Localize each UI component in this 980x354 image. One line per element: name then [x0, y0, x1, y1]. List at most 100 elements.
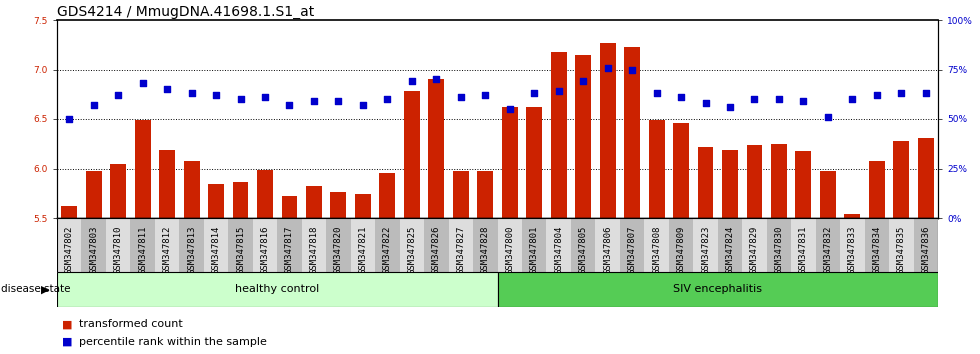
Bar — [840, 218, 864, 272]
Bar — [575, 55, 591, 218]
Point — [135, 80, 151, 86]
Text: GSM347828: GSM347828 — [481, 226, 490, 274]
Point — [796, 98, 811, 104]
Text: GSM347821: GSM347821 — [359, 226, 368, 274]
Text: GSM347805: GSM347805 — [578, 226, 588, 274]
Text: GSM347833: GSM347833 — [848, 226, 857, 274]
Bar — [179, 218, 204, 272]
Text: healthy control: healthy control — [235, 285, 319, 295]
Bar — [845, 214, 860, 218]
Bar — [351, 218, 375, 272]
Bar — [644, 218, 668, 272]
Text: GSM347827: GSM347827 — [457, 226, 465, 274]
Bar — [183, 161, 200, 218]
Bar — [449, 218, 473, 272]
Point — [379, 96, 395, 102]
Point — [477, 92, 493, 98]
Text: GSM347836: GSM347836 — [921, 226, 930, 274]
Bar — [86, 171, 102, 218]
Bar — [57, 272, 498, 307]
Text: GSM347824: GSM347824 — [725, 226, 734, 274]
Text: GSM347832: GSM347832 — [823, 226, 832, 274]
Bar — [571, 218, 596, 272]
Text: percentile rank within the sample: percentile rank within the sample — [78, 337, 267, 347]
Point — [160, 86, 175, 92]
Point — [845, 96, 860, 102]
Point — [330, 98, 346, 104]
Point — [722, 104, 738, 110]
Bar — [747, 145, 762, 218]
Text: GSM347811: GSM347811 — [138, 226, 147, 274]
Bar — [815, 218, 840, 272]
Point — [184, 90, 200, 96]
Text: GSM347829: GSM347829 — [750, 226, 759, 274]
Bar — [918, 138, 934, 218]
Text: GSM347809: GSM347809 — [676, 226, 686, 274]
Bar — [404, 91, 419, 218]
Point — [575, 79, 591, 84]
Text: ■: ■ — [62, 319, 73, 329]
Bar — [208, 184, 224, 218]
Point — [918, 90, 934, 96]
Point — [747, 96, 762, 102]
Bar — [717, 218, 742, 272]
Bar — [473, 218, 498, 272]
Text: GSM347813: GSM347813 — [187, 226, 196, 274]
Bar — [551, 52, 566, 218]
Text: GSM347810: GSM347810 — [114, 226, 122, 274]
Bar — [771, 144, 787, 218]
Bar — [302, 218, 326, 272]
Text: GSM347817: GSM347817 — [285, 226, 294, 274]
Text: ■: ■ — [62, 337, 73, 347]
Bar — [281, 196, 298, 218]
Point — [624, 67, 640, 72]
Bar — [110, 164, 126, 218]
Text: GSM347804: GSM347804 — [554, 226, 563, 274]
Point — [404, 79, 419, 84]
Bar — [522, 218, 547, 272]
Text: GSM347800: GSM347800 — [506, 226, 514, 274]
Bar — [330, 192, 346, 218]
Text: GSM347814: GSM347814 — [212, 226, 220, 274]
Text: disease state: disease state — [1, 285, 71, 295]
Point — [86, 102, 102, 108]
Bar — [453, 171, 468, 218]
Bar — [159, 150, 175, 218]
Bar — [791, 218, 815, 272]
Bar — [130, 218, 155, 272]
Text: GSM347831: GSM347831 — [799, 226, 808, 274]
Bar — [526, 107, 542, 218]
Text: GSM347806: GSM347806 — [603, 226, 612, 274]
Point — [502, 106, 517, 112]
Bar — [81, 218, 106, 272]
Point — [820, 114, 836, 120]
Bar — [379, 173, 395, 218]
Text: GSM347835: GSM347835 — [897, 226, 906, 274]
Text: GSM347808: GSM347808 — [652, 226, 662, 274]
Bar — [424, 218, 449, 272]
Bar — [864, 218, 889, 272]
Bar — [869, 161, 885, 218]
Bar — [57, 218, 81, 272]
Point — [281, 102, 297, 108]
Point — [771, 96, 787, 102]
Bar — [204, 218, 228, 272]
Text: GSM347801: GSM347801 — [530, 226, 539, 274]
Bar — [355, 194, 370, 218]
Bar — [820, 171, 836, 218]
Point — [232, 96, 248, 102]
Text: GSM347822: GSM347822 — [383, 226, 392, 274]
Point — [673, 95, 689, 100]
Bar — [722, 150, 738, 218]
Bar — [502, 107, 517, 218]
Bar — [649, 120, 664, 218]
Text: GSM347823: GSM347823 — [701, 226, 710, 274]
Point — [869, 92, 885, 98]
Point — [453, 95, 468, 100]
Text: GSM347834: GSM347834 — [872, 226, 881, 274]
Bar — [668, 218, 693, 272]
Bar — [498, 272, 938, 307]
Point — [111, 92, 126, 98]
Bar — [400, 218, 424, 272]
Bar — [232, 182, 249, 218]
